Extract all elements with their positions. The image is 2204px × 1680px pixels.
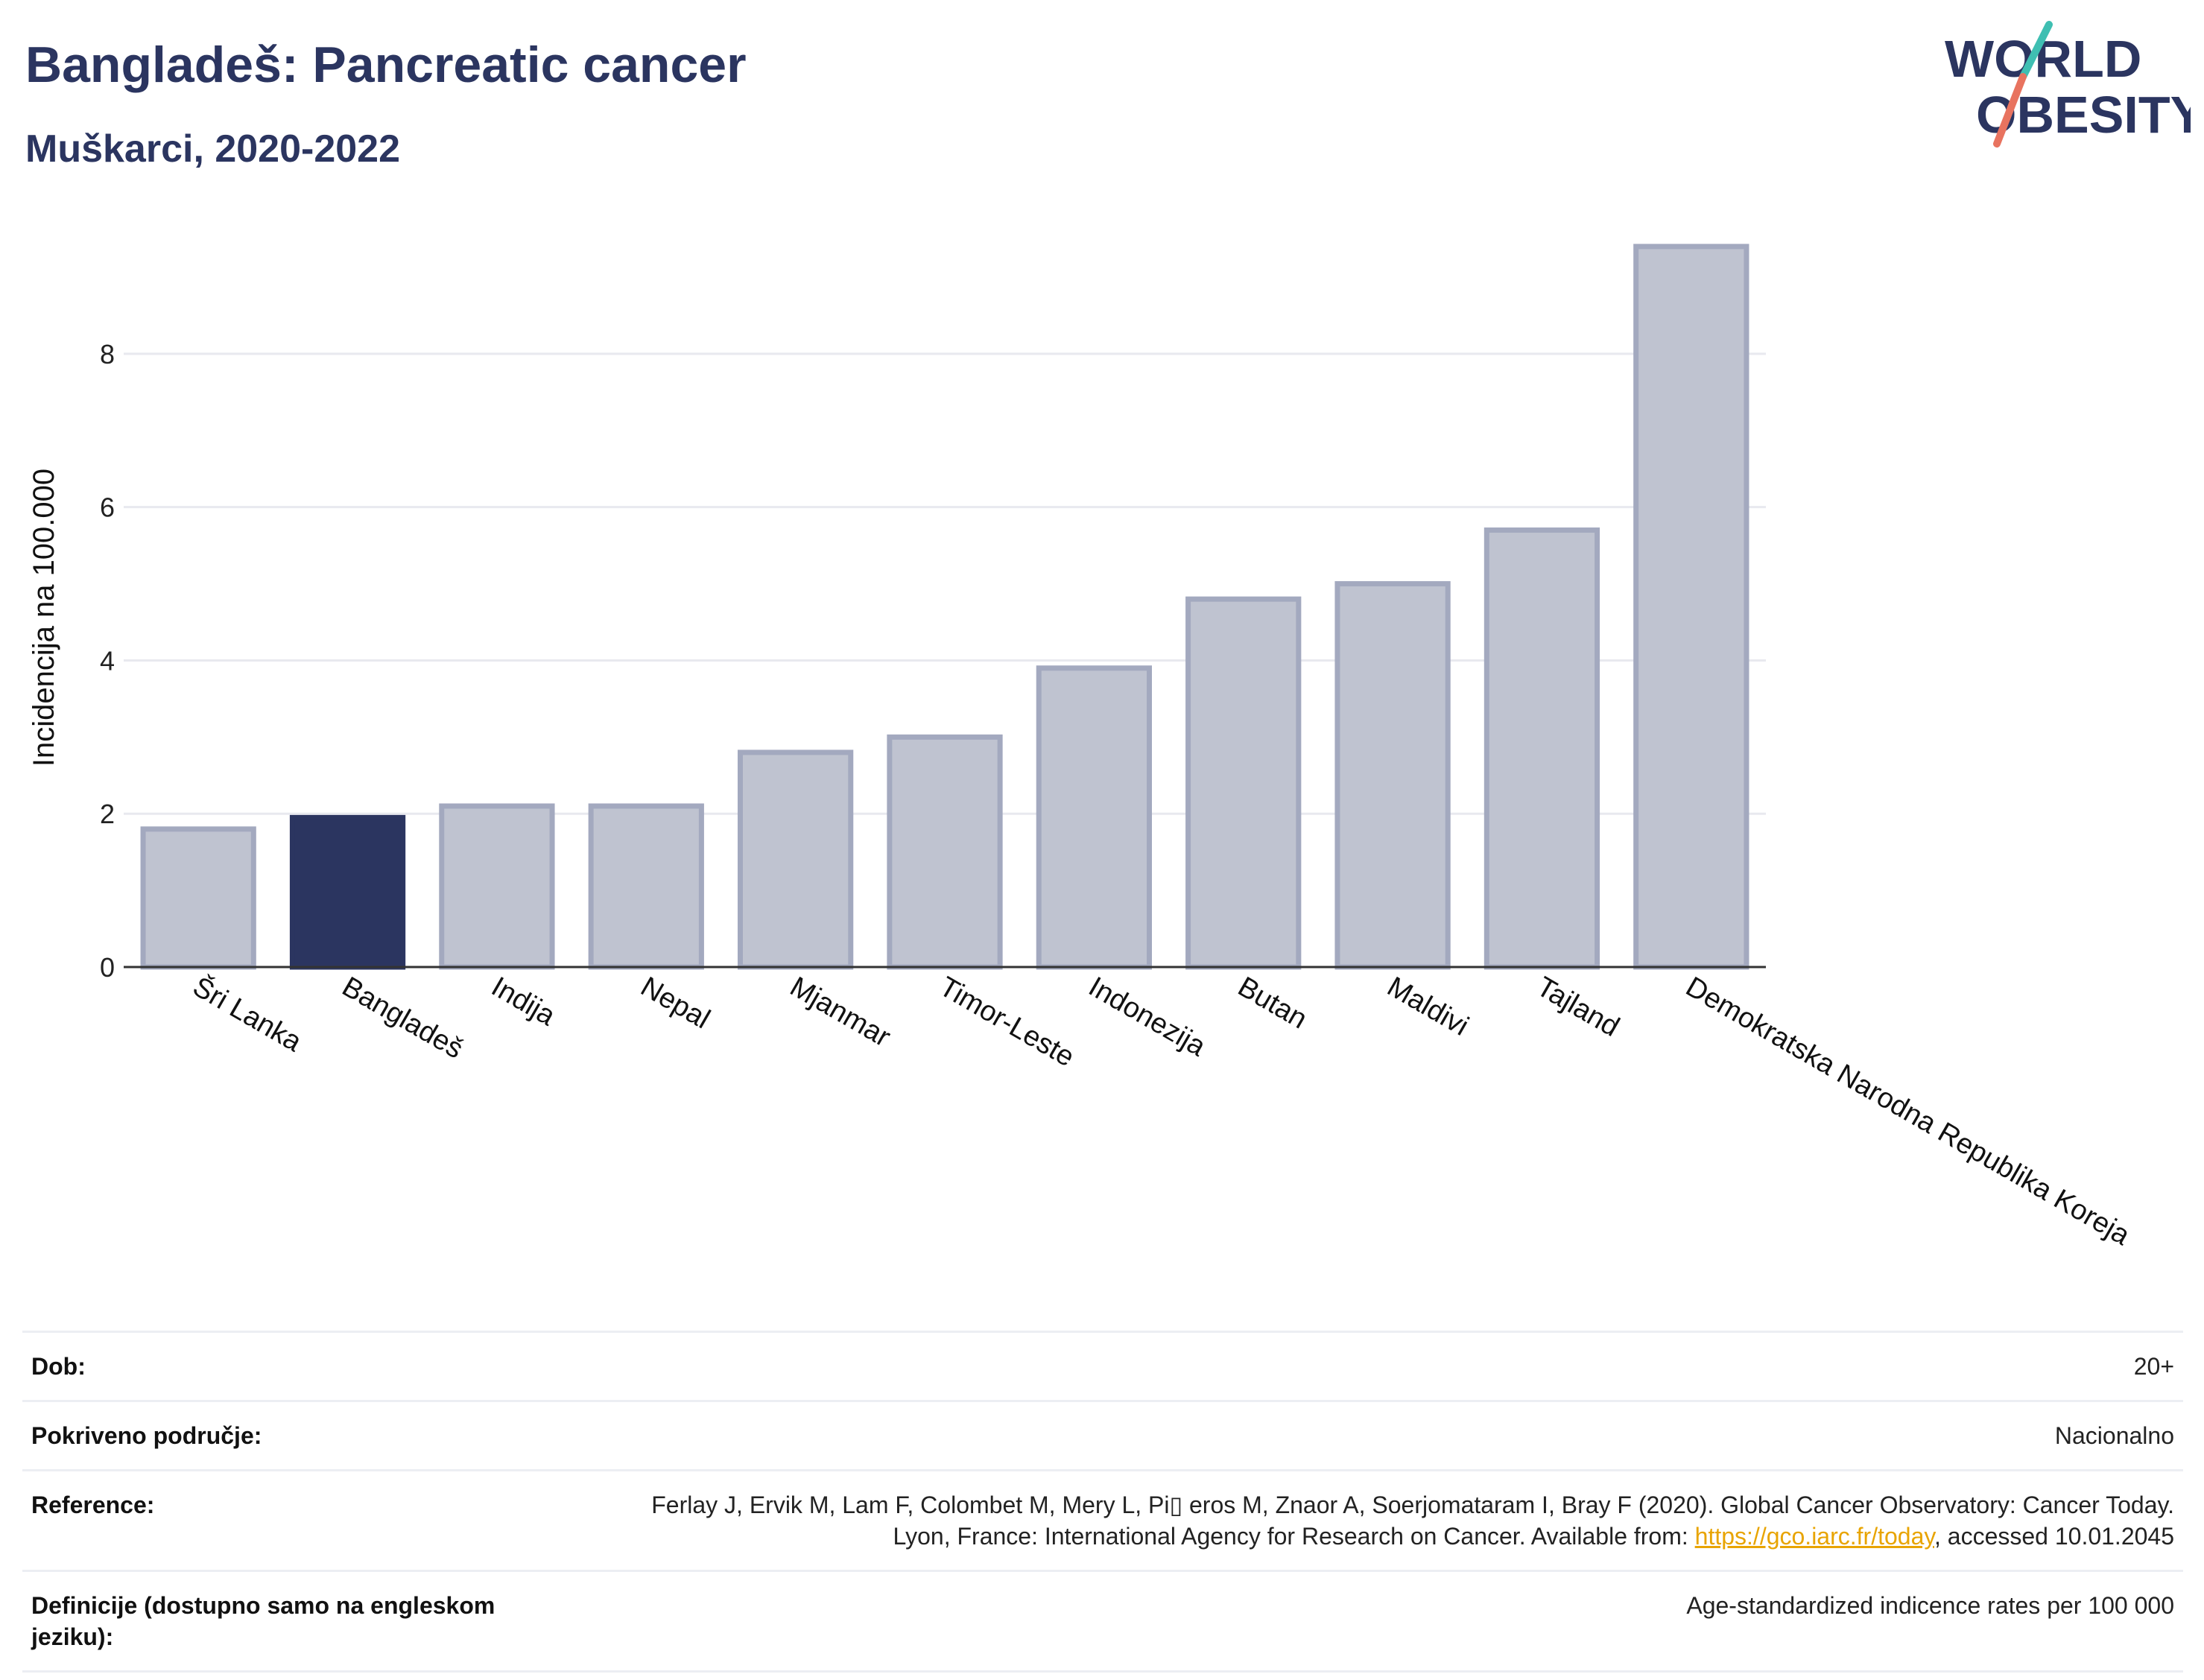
bar bbox=[289, 814, 406, 970]
chart-title: Bangladeš: Pancreatic cancer bbox=[25, 37, 747, 93]
reference-text: Ferlay J, Ervik M, Lam F, Colombet M, Me… bbox=[651, 1492, 2174, 1550]
y-axis-title: Incidencija na 100.000 bbox=[28, 469, 60, 767]
y-tick-label: 6 bbox=[100, 492, 115, 523]
y-tick-label: 4 bbox=[100, 645, 115, 676]
reference-value: Ferlay J, Ervik M, Lam F, Colombet M, Me… bbox=[595, 1489, 2174, 1552]
bar bbox=[738, 749, 854, 970]
x-tick-label: Maldivi bbox=[1382, 971, 1474, 1042]
y-tick-label: 0 bbox=[100, 952, 115, 983]
y-tick-label: 2 bbox=[100, 799, 115, 829]
x-tick-label: Butan bbox=[1232, 971, 1312, 1035]
bar-chart: 0 2 4 6 8 Šri Lanka Bangladeš Indija Nepal Mjanma… bbox=[28, 244, 2135, 1252]
bar bbox=[140, 826, 256, 970]
age-label: Dob: bbox=[31, 1353, 86, 1380]
x-tick-label: Indija bbox=[486, 971, 560, 1032]
x-tick-label: Mjanmar bbox=[785, 971, 896, 1053]
bar bbox=[588, 803, 704, 970]
chart-subtitle: Muškarci, 2020-2022 bbox=[25, 127, 401, 171]
reference-label: Reference: bbox=[31, 1492, 155, 1518]
bar bbox=[1036, 665, 1152, 970]
reference-suffix: , accessed 10.01.2045 bbox=[1934, 1523, 2174, 1550]
bar bbox=[439, 803, 555, 970]
definitions-label: Definicije (dostupno samo na engleskom j… bbox=[31, 1592, 495, 1650]
x-tick-label: Šri Lanka bbox=[188, 970, 308, 1059]
x-tick-label: Demokratska Narodna Republika Koreja bbox=[1680, 971, 2135, 1252]
x-tick-label: Indonezija bbox=[1083, 971, 1212, 1062]
bar bbox=[1334, 581, 1451, 970]
logo-slash-red bbox=[1993, 73, 2027, 148]
world-obesity-logo: WORLD OBESITY bbox=[1945, 21, 2191, 148]
bar bbox=[1633, 244, 1749, 970]
x-tick-label: Tajland bbox=[1531, 971, 1624, 1043]
reference-link[interactable]: https://gco.iarc.fr/today bbox=[1694, 1523, 1934, 1550]
definitions-value: Age-standardized indicence rates per 100… bbox=[1686, 1592, 2174, 1619]
bar bbox=[1483, 527, 1600, 970]
coverage-value: Nacionalno bbox=[2054, 1422, 2174, 1449]
bar bbox=[887, 734, 1003, 970]
info-table: Dob: 20+ Pokriveno područje: Nacionalno … bbox=[22, 1331, 2183, 1673]
y-tick-label: 8 bbox=[100, 339, 115, 370]
coverage-label: Pokriveno područje: bbox=[31, 1422, 262, 1449]
x-tick-label: Bangladeš bbox=[337, 971, 469, 1065]
x-tick-label: Nepal bbox=[636, 971, 715, 1035]
info-row-coverage: Pokriveno područje: Nacionalno bbox=[22, 1400, 2183, 1469]
logo-slash-teal bbox=[2019, 21, 2053, 80]
bar bbox=[1185, 596, 1302, 970]
x-tick-label: Timor-Leste bbox=[934, 971, 1080, 1073]
info-row-definitions: Definicije (dostupno samo na engleskom j… bbox=[22, 1570, 2183, 1673]
age-value: 20+ bbox=[2133, 1353, 2174, 1380]
info-row-reference: Reference: Ferlay J, Ervik M, Lam F, Col… bbox=[22, 1469, 2183, 1570]
info-row-age: Dob: 20+ bbox=[22, 1331, 2183, 1400]
